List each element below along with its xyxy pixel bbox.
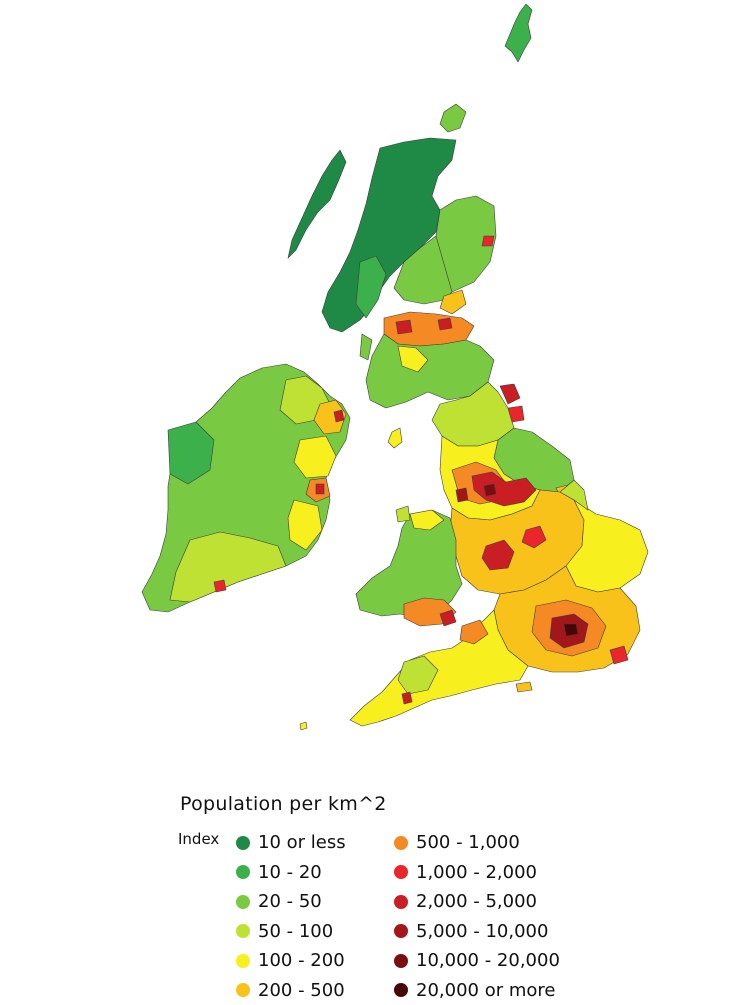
legend-item: 200 - 500 [236, 976, 346, 1005]
legend-swatch [394, 983, 408, 997]
isle-of-man [388, 428, 402, 448]
legend-swatch [236, 895, 250, 909]
legend-swatch [394, 924, 408, 938]
belfast-city [334, 410, 344, 422]
isles-of-scilly [300, 722, 307, 730]
legend-column-right: 500 - 1,000 1,000 - 2,000 2,000 - 5,000 … [394, 828, 560, 1005]
legend-item-label: 100 - 200 [258, 950, 345, 971]
legend-item: 50 - 100 [236, 917, 346, 947]
glasgow-city [396, 320, 412, 334]
legend-item-label: 5,000 - 10,000 [416, 921, 548, 942]
legend-swatch [236, 836, 250, 850]
legend-item: 10,000 - 20,000 [394, 946, 560, 976]
legend-swatch [394, 954, 408, 968]
orkney-region [440, 104, 466, 132]
legend-item-label: 50 - 100 [258, 921, 333, 942]
aberdeen-city [482, 236, 494, 246]
anglesey [396, 506, 410, 522]
legend-item: 20,000 or more [394, 976, 560, 1005]
legend-item-label: 20,000 or more [416, 980, 555, 1001]
outer-hebrides-region [288, 150, 346, 258]
legend-column-left: 10 or less 10 - 20 20 - 50 50 - 100 100 … [236, 828, 346, 1005]
legend-swatch [236, 924, 250, 938]
legend-swatch [236, 865, 250, 879]
legend-item: 100 - 200 [236, 946, 346, 976]
legend-swatch [394, 836, 408, 850]
legend-swatch [394, 895, 408, 909]
dublin-city [316, 484, 324, 494]
legend-swatch [236, 954, 250, 968]
kintyre-region [360, 334, 372, 360]
legend-item: 10 - 20 [236, 858, 346, 888]
central-london [564, 624, 578, 636]
legend-item-label: 200 - 500 [258, 980, 345, 1001]
legend-item-label: 10,000 - 20,000 [416, 950, 560, 971]
population-density-map [0, 0, 729, 760]
legend-item-label: 20 - 50 [258, 891, 322, 912]
legend-item: 1,000 - 2,000 [394, 858, 560, 888]
legend-item-label: 10 or less [258, 832, 346, 853]
legend-item-label: 500 - 1,000 [416, 832, 520, 853]
legend-item-label: 1,000 - 2,000 [416, 862, 537, 883]
legend-item: 20 - 50 [236, 887, 346, 917]
limerick-city [214, 580, 226, 592]
legend-swatch [394, 865, 408, 879]
legend-swatch [236, 983, 250, 997]
plymouth-city [402, 692, 412, 704]
legend-item: 2,000 - 5,000 [394, 887, 560, 917]
legend-index-label: Index [178, 830, 219, 848]
legend-item-label: 10 - 20 [258, 862, 322, 883]
legend-item-label: 2,000 - 5,000 [416, 891, 537, 912]
legend-title: Population per km^2 [180, 793, 387, 815]
legend-item: 500 - 1,000 [394, 828, 560, 858]
manchester-city [484, 484, 496, 496]
liverpool-city [456, 488, 468, 502]
edinburgh-city [438, 318, 452, 330]
legend-item: 10 or less [236, 828, 346, 858]
legend-item: 5,000 - 10,000 [394, 917, 560, 947]
isle-of-wight [516, 682, 532, 692]
inner-hebrides-region [356, 256, 386, 318]
shetland-region [505, 4, 532, 62]
